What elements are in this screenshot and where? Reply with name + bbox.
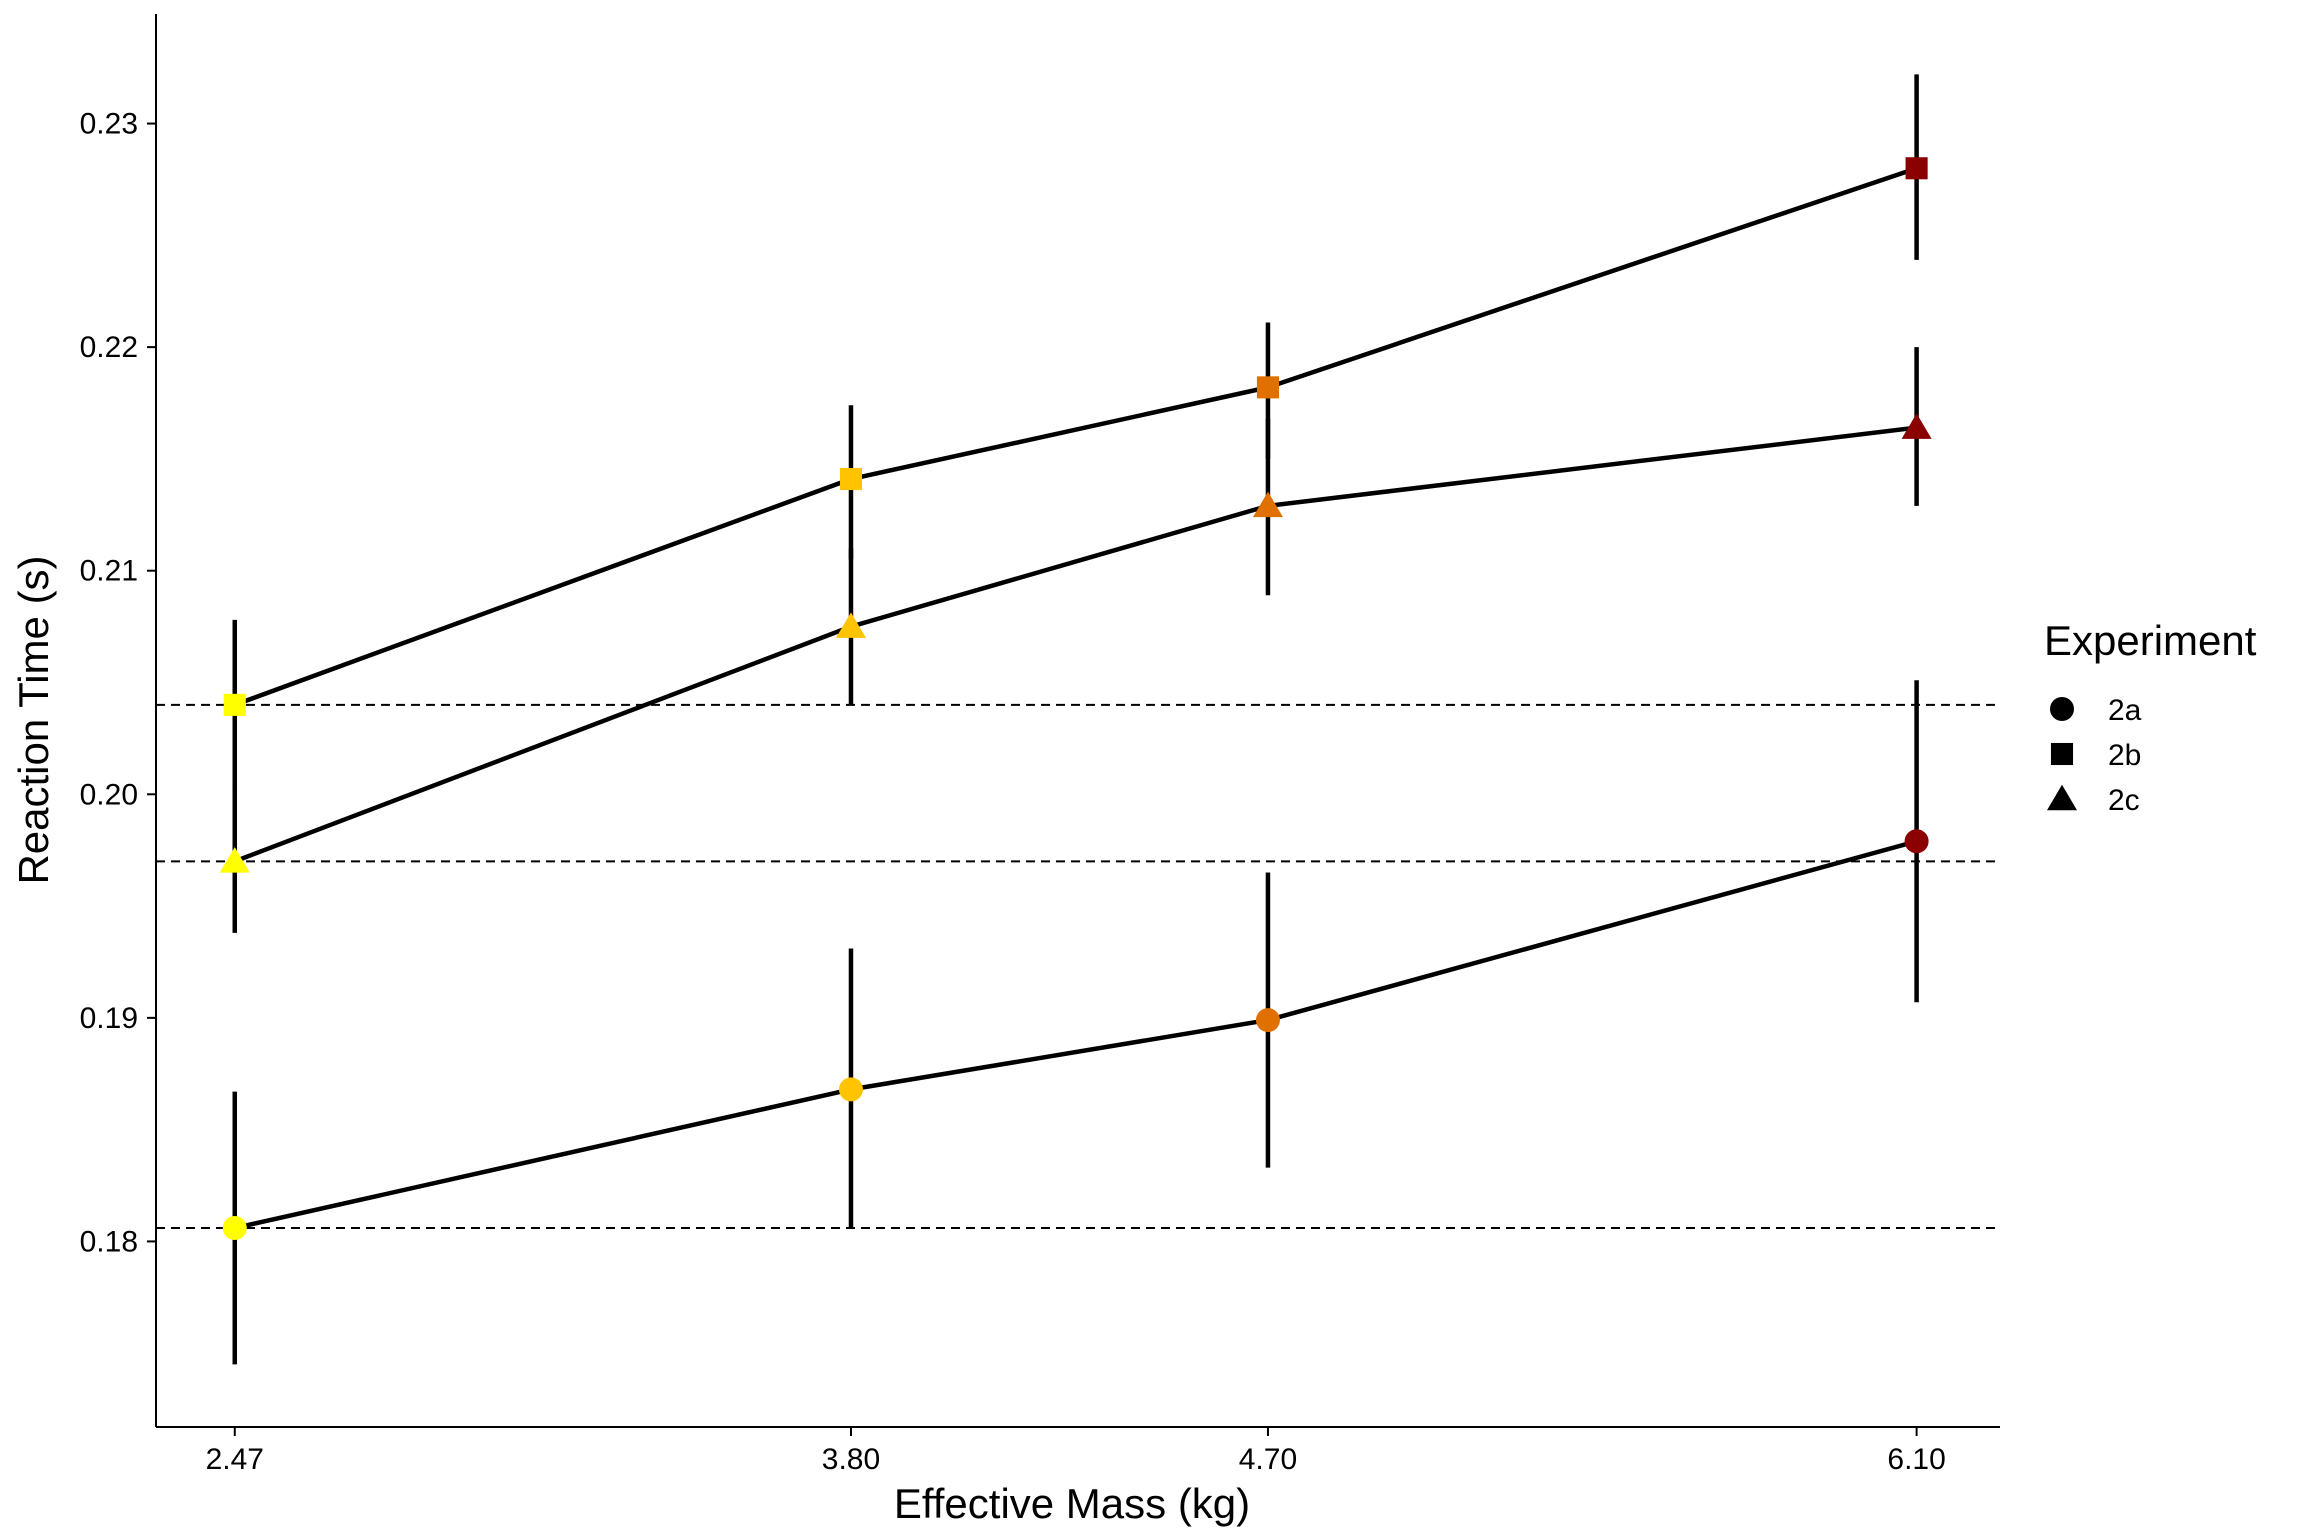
x-axis-ticks: 2.47 3.80 4.70 6.10 <box>206 1427 1946 1476</box>
y-tick-label: 0.23 <box>80 108 138 141</box>
point-2a <box>838 1077 863 1102</box>
legend-key-2c <box>2047 784 2077 811</box>
legend-key-2a <box>2050 697 2074 721</box>
point-2b <box>839 467 863 491</box>
y-tick-label: 0.22 <box>80 331 138 364</box>
x-tick-label: 2.47 <box>206 1443 264 1476</box>
x-axis-title: Effective Mass (kg) <box>894 1480 1250 1527</box>
point-2a <box>1255 1008 1280 1033</box>
y-tick-label: 0.19 <box>80 1002 138 1035</box>
point-2c <box>1252 491 1283 518</box>
x-tick-label: 3.80 <box>822 1443 880 1476</box>
point-2a <box>1904 829 1929 854</box>
point-2a <box>222 1216 247 1241</box>
axes <box>155 14 2000 1428</box>
point-2b <box>1256 376 1279 399</box>
legend-key-2b <box>2050 742 2074 766</box>
y-tick-label: 0.20 <box>80 778 138 811</box>
point-2b <box>223 693 246 716</box>
data-points <box>219 157 1932 1241</box>
y-axis-ticks: 0.18 0.19 0.20 0.21 0.22 0.23 <box>80 108 156 1258</box>
point-2c <box>219 847 250 873</box>
series-line-2c <box>233 425 1917 864</box>
reference-lines <box>156 703 2000 1230</box>
legend-title: Experiment <box>2044 617 2257 664</box>
point-2c <box>1901 413 1932 439</box>
series-line-2a <box>234 839 1918 1231</box>
legend: Experiment 2a 2b 2c <box>2044 617 2257 817</box>
series-lines <box>233 166 1918 1231</box>
x-tick-label: 4.70 <box>1239 1443 1297 1476</box>
y-tick-label: 0.18 <box>80 1225 138 1258</box>
series-line-2b <box>233 166 1918 707</box>
point-2c <box>835 612 866 638</box>
legend-label-2c: 2c <box>2108 784 2140 817</box>
point-2b <box>1905 157 1928 180</box>
legend-label-2b: 2b <box>2108 739 2141 772</box>
y-axis-title: Reaction Time (s) <box>10 555 57 884</box>
legend-label-2a: 2a <box>2108 694 2142 727</box>
x-tick-label: 6.10 <box>1887 1443 1945 1476</box>
y-tick-label: 0.21 <box>80 555 138 588</box>
